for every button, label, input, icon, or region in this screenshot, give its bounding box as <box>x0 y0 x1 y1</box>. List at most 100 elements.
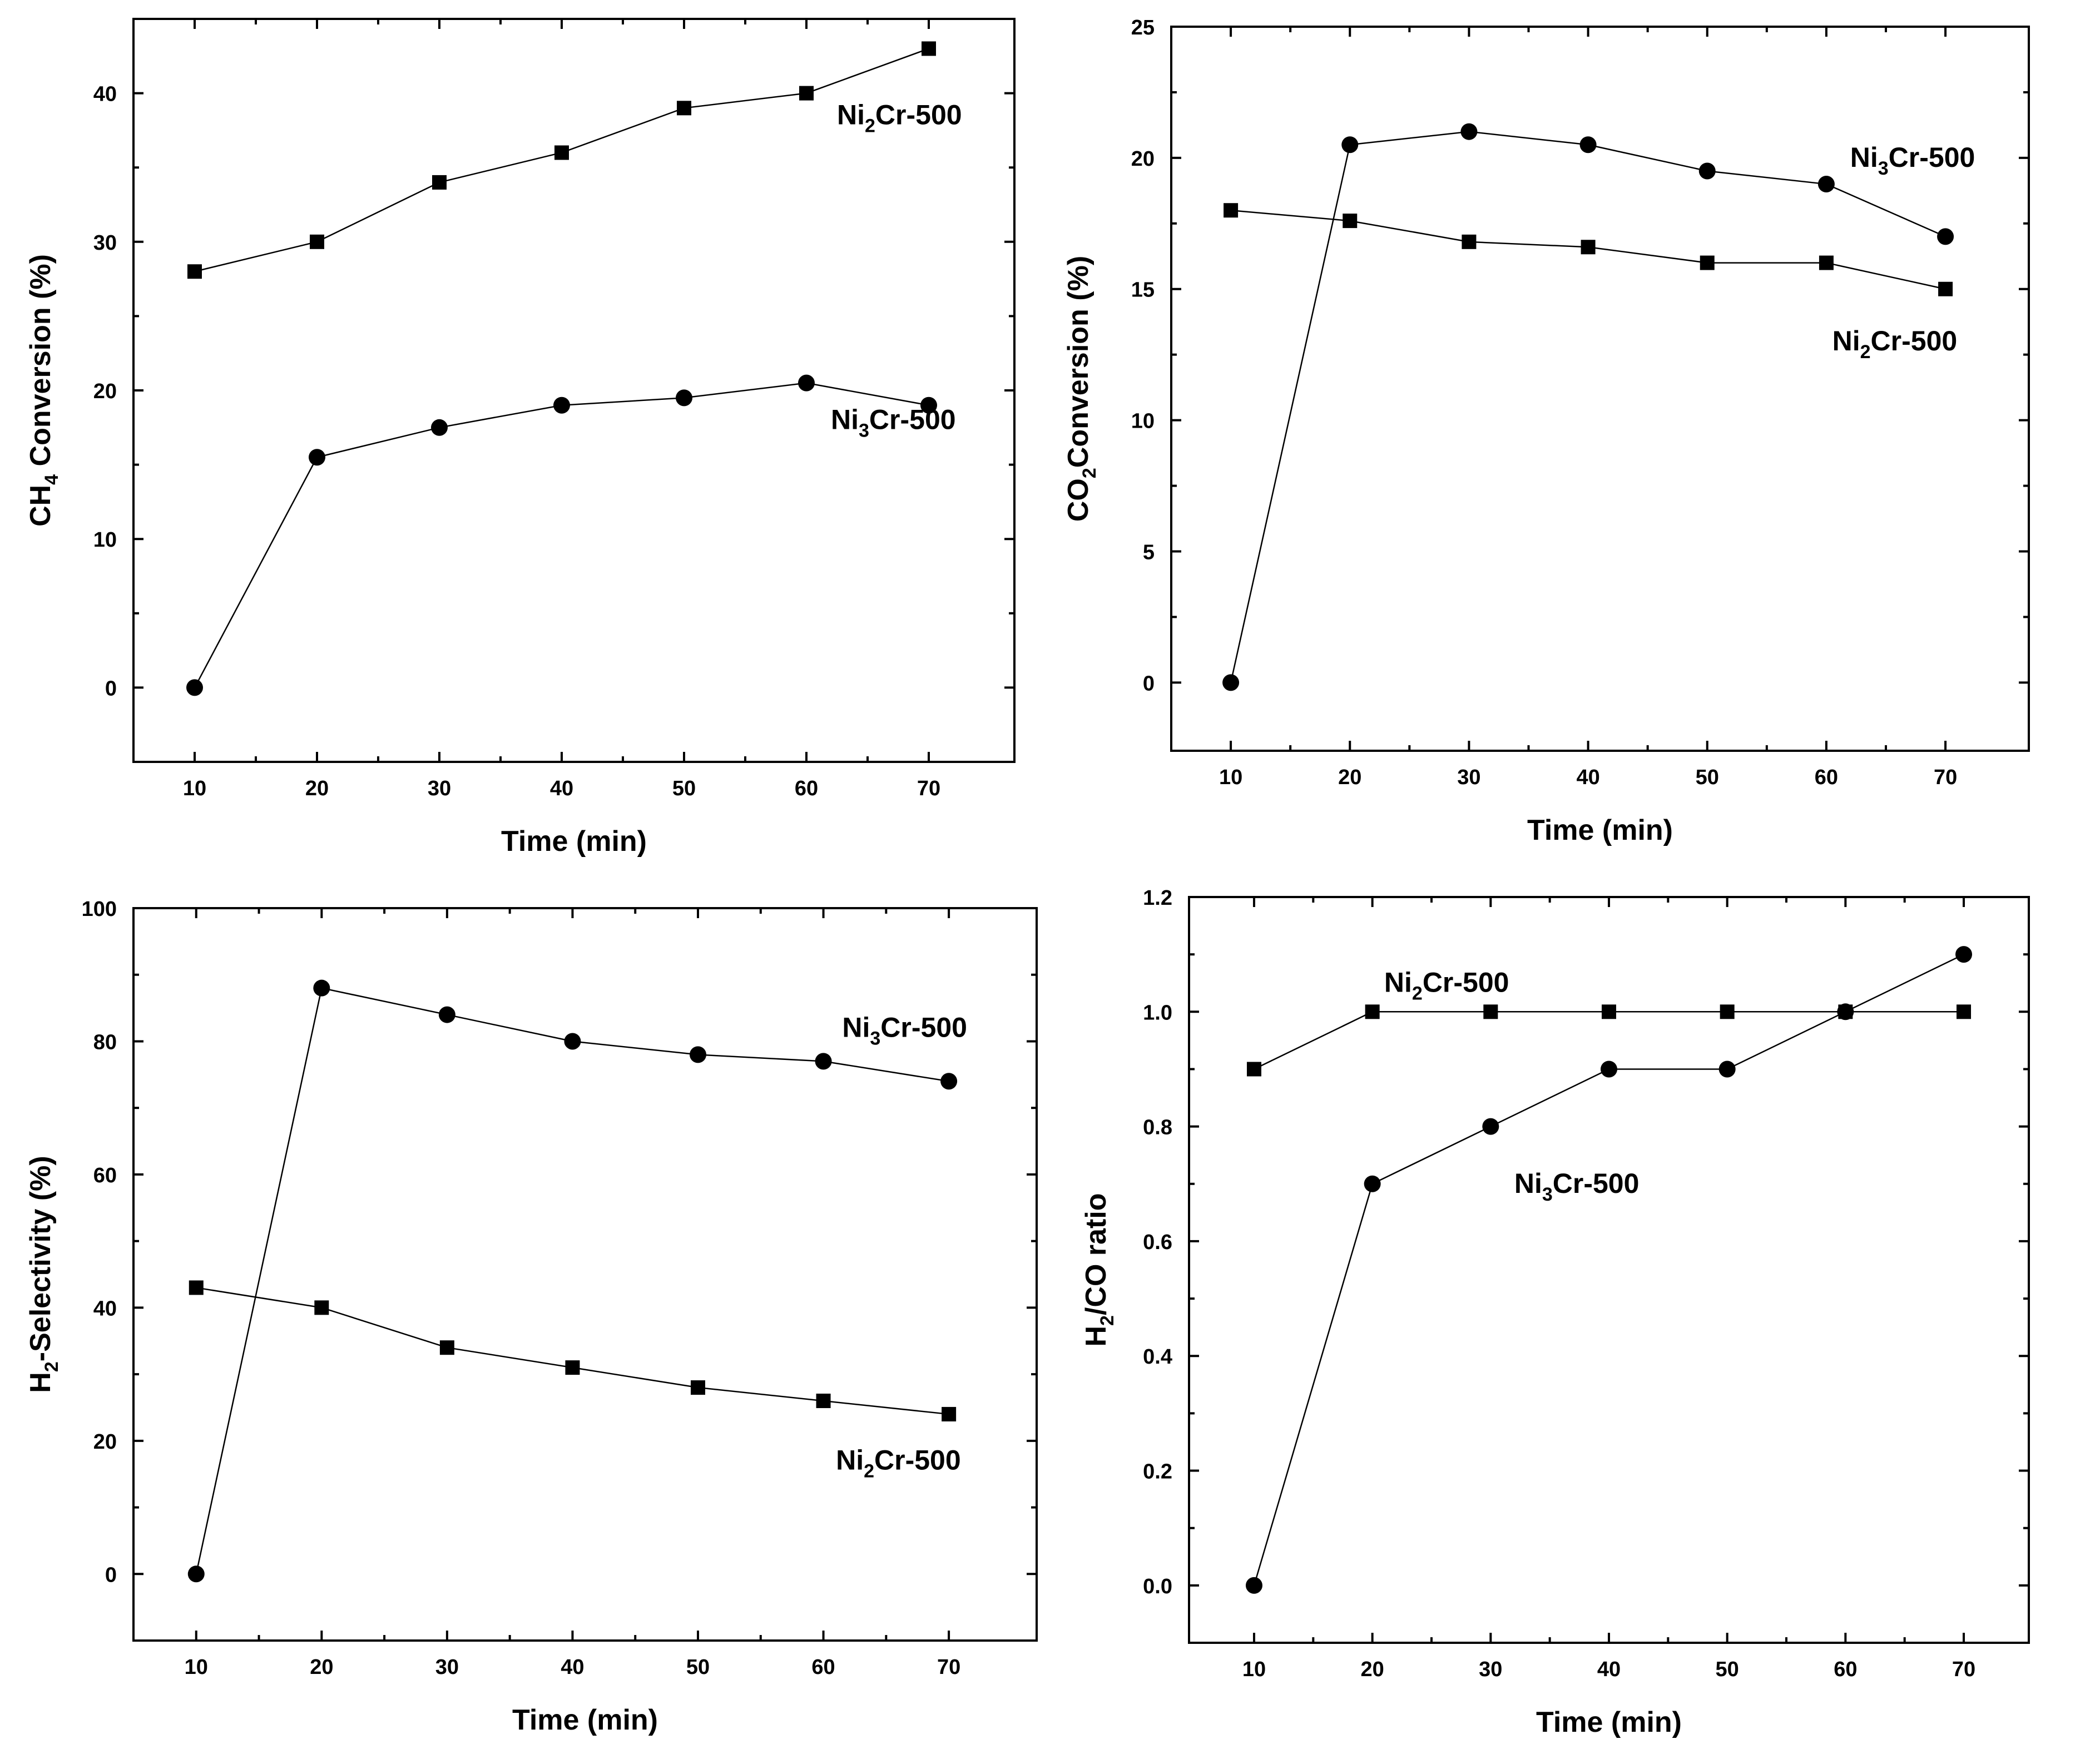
x-tick-label: 30 <box>428 777 451 800</box>
y-tick-label: 0 <box>105 1563 117 1587</box>
x-tick-label: 70 <box>937 1656 960 1679</box>
y-tick-label: 100 <box>82 898 117 921</box>
data-point-square <box>1819 255 1834 270</box>
data-point-square <box>314 1300 329 1315</box>
data-point-square <box>432 175 447 190</box>
series-line <box>1230 131 1946 683</box>
data-point-circle <box>186 679 203 696</box>
series-Ni2Cr-500: Ni2Cr-500 <box>187 41 962 279</box>
data-point-circle <box>309 449 325 466</box>
x-tick-label: 30 <box>1457 766 1480 789</box>
data-point-circle <box>1245 1577 1262 1594</box>
y-tick-label: 40 <box>93 83 117 106</box>
series-label: Ni3Cr-500 <box>1514 1168 1640 1205</box>
data-point-circle <box>313 979 330 997</box>
x-tick-label: 70 <box>1934 766 1957 789</box>
y-tick-label: 15 <box>1131 279 1155 302</box>
y-tick-label: 60 <box>93 1164 117 1187</box>
series-Ni2Cr-500: Ni2Cr-500 <box>1224 203 1957 363</box>
series-line <box>194 382 929 688</box>
data-point-square <box>1246 1062 1261 1077</box>
plot-frame <box>132 907 1038 1642</box>
y-tick-label: 40 <box>93 1297 117 1320</box>
y-tick-label: 0.2 <box>1143 1460 1172 1484</box>
y-tick-label: 10 <box>93 528 117 552</box>
data-point-square <box>1581 240 1596 255</box>
data-point-circle <box>1482 1118 1499 1135</box>
data-point-square <box>1483 1004 1498 1019</box>
y-tick-label: 30 <box>93 231 117 255</box>
y-tick-label: 10 <box>1131 410 1155 433</box>
data-point-square <box>922 41 936 56</box>
chart-panel-top-right: 10 20 30 40 50 60 70 0 5 10 15 20 25 Time (min) CO2Con… <box>1062 16 2030 846</box>
x-tick-label: 50 <box>686 1656 710 1679</box>
series-label: Ni2Cr-500 <box>836 1445 961 1482</box>
x-tick-label: 10 <box>183 777 206 800</box>
data-point-square <box>1602 1004 1616 1019</box>
series-Ni2Cr-500: Ni2Cr-500 <box>189 1280 961 1482</box>
y-axis-title: H2/CO ratio <box>1080 1193 1118 1346</box>
data-point-circle <box>1460 123 1478 140</box>
x-tick-label: 50 <box>1696 766 1719 789</box>
x-tick-label: 50 <box>1716 1658 1739 1681</box>
data-point-circle <box>1837 1003 1854 1020</box>
data-point-square <box>1343 214 1358 229</box>
data-point-circle <box>815 1053 832 1070</box>
y-tick-label: 1.0 <box>1143 1001 1172 1024</box>
data-point-circle <box>920 397 937 414</box>
data-point-circle <box>1601 1061 1617 1078</box>
y-tick-label: 20 <box>1131 147 1155 171</box>
series-Ni2Cr-500: Ni2Cr-500 <box>1246 967 1972 1077</box>
chart-panel-top-left: 10 20 30 40 50 60 70 0 10 20 30 40 Time (min) CH4 Con… <box>24 18 1016 858</box>
series-line <box>196 1287 949 1415</box>
y-tick-label: 0.8 <box>1143 1116 1172 1139</box>
data-point-square <box>1462 234 1477 249</box>
x-tick-label: 10 <box>1219 766 1242 789</box>
data-point-circle <box>564 1033 581 1050</box>
data-point-square <box>942 1406 957 1421</box>
x-tick-label: 60 <box>795 777 818 800</box>
data-point-circle <box>690 1046 706 1063</box>
data-point-circle <box>1698 162 1716 180</box>
x-tick-label: 20 <box>1338 766 1361 789</box>
data-point-circle <box>431 419 448 436</box>
series-label: Ni3Cr-500 <box>1850 142 1975 179</box>
data-point-circle <box>1579 136 1597 153</box>
x-axis-title: Time (min) <box>1527 814 1673 846</box>
series-Ni3Cr-500: Ni3Cr-500 <box>1222 123 1975 691</box>
series-line <box>1254 1011 1964 1070</box>
x-axis-title: Time (min) <box>512 1704 658 1736</box>
y-tick-label: 0 <box>105 677 117 700</box>
y-axis-title: CH4 Conversion (%) <box>24 254 62 527</box>
data-point-circle <box>940 1073 958 1090</box>
data-point-circle <box>1222 674 1240 691</box>
x-tick-label: 30 <box>1479 1658 1502 1681</box>
data-point-circle <box>1937 228 1954 245</box>
data-point-circle <box>187 1565 205 1583</box>
data-point-square <box>799 86 814 101</box>
y-tick-label: 5 <box>1143 541 1155 564</box>
y-tick-label: 80 <box>93 1030 117 1054</box>
data-point-square <box>691 1380 705 1395</box>
plot-frame <box>1170 26 2030 752</box>
y-tick-label: 20 <box>93 380 117 403</box>
series-label: Ni2Cr-500 <box>837 100 962 137</box>
x-tick-label: 10 <box>1242 1658 1266 1681</box>
data-point-circle <box>1718 1061 1736 1078</box>
x-tick-label: 20 <box>305 777 329 800</box>
x-tick-label: 60 <box>1815 766 1838 789</box>
chart-panel-bottom-right: 10 20 30 40 50 60 70 0.0 0.2 0.4 0.6 0.8 1.0 1.2 Time … <box>1080 886 2030 1738</box>
x-tick-label: 40 <box>550 777 573 800</box>
series-label: Ni2Cr-500 <box>1832 325 1958 363</box>
x-tick-label: 10 <box>185 1656 208 1679</box>
y-axis-title: CO2Conversion (%) <box>1062 256 1100 522</box>
data-point-square <box>816 1393 831 1408</box>
series-Ni3Cr-500: Ni3Cr-500 <box>186 374 956 696</box>
data-point-square <box>1365 1004 1380 1019</box>
x-tick-label: 60 <box>1834 1658 1857 1681</box>
data-point-circle <box>676 389 692 407</box>
data-point-circle <box>438 1006 455 1023</box>
x-tick-label: 50 <box>672 777 696 800</box>
data-point-square <box>565 1360 580 1375</box>
